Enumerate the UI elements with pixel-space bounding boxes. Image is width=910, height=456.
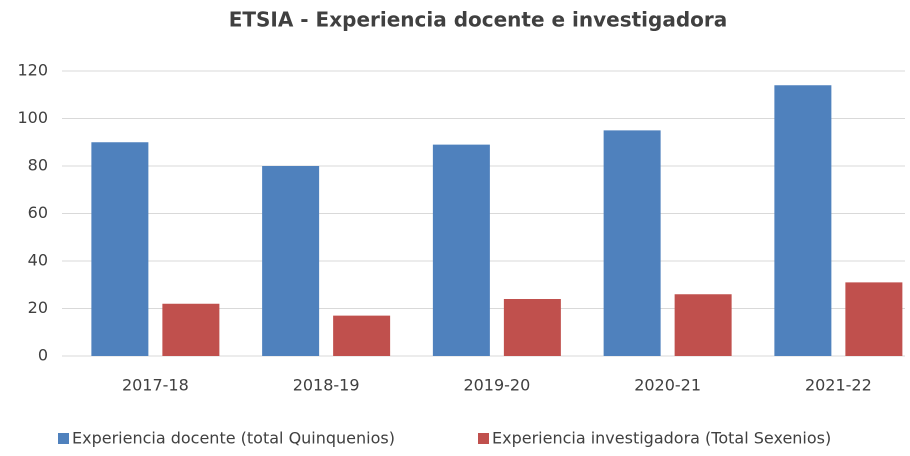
bar	[333, 315, 391, 356]
bar	[674, 294, 732, 356]
bar	[845, 282, 903, 356]
legend-label: Experiencia docente (total Quinquenios)	[72, 429, 395, 448]
bar	[432, 144, 490, 356]
bar	[162, 303, 220, 356]
y-tick-label: 40	[28, 251, 48, 270]
legend-swatch	[478, 433, 489, 444]
x-tick-label: 2018-19	[293, 376, 360, 395]
bar	[262, 166, 320, 356]
legend-swatch	[58, 433, 69, 444]
x-tick-label: 2020-21	[634, 376, 701, 395]
chart-title: ETSIA - Experiencia docente e investigad…	[229, 8, 728, 32]
legend-label: Experiencia investigadora (Total Sexenio…	[492, 429, 831, 448]
bar	[503, 299, 561, 356]
x-tick-label: 2019-20	[463, 376, 530, 395]
x-tick-label: 2017-18	[122, 376, 189, 395]
y-tick-label: 80	[28, 156, 48, 175]
bar	[91, 142, 149, 356]
y-tick-label: 120	[17, 61, 48, 80]
x-tick-label: 2021-22	[805, 376, 872, 395]
y-tick-label: 0	[38, 346, 48, 365]
y-tick-label: 60	[28, 203, 48, 222]
bar	[603, 130, 661, 356]
y-tick-label: 20	[28, 298, 48, 317]
bar	[774, 85, 832, 356]
y-tick-label: 100	[17, 108, 48, 127]
